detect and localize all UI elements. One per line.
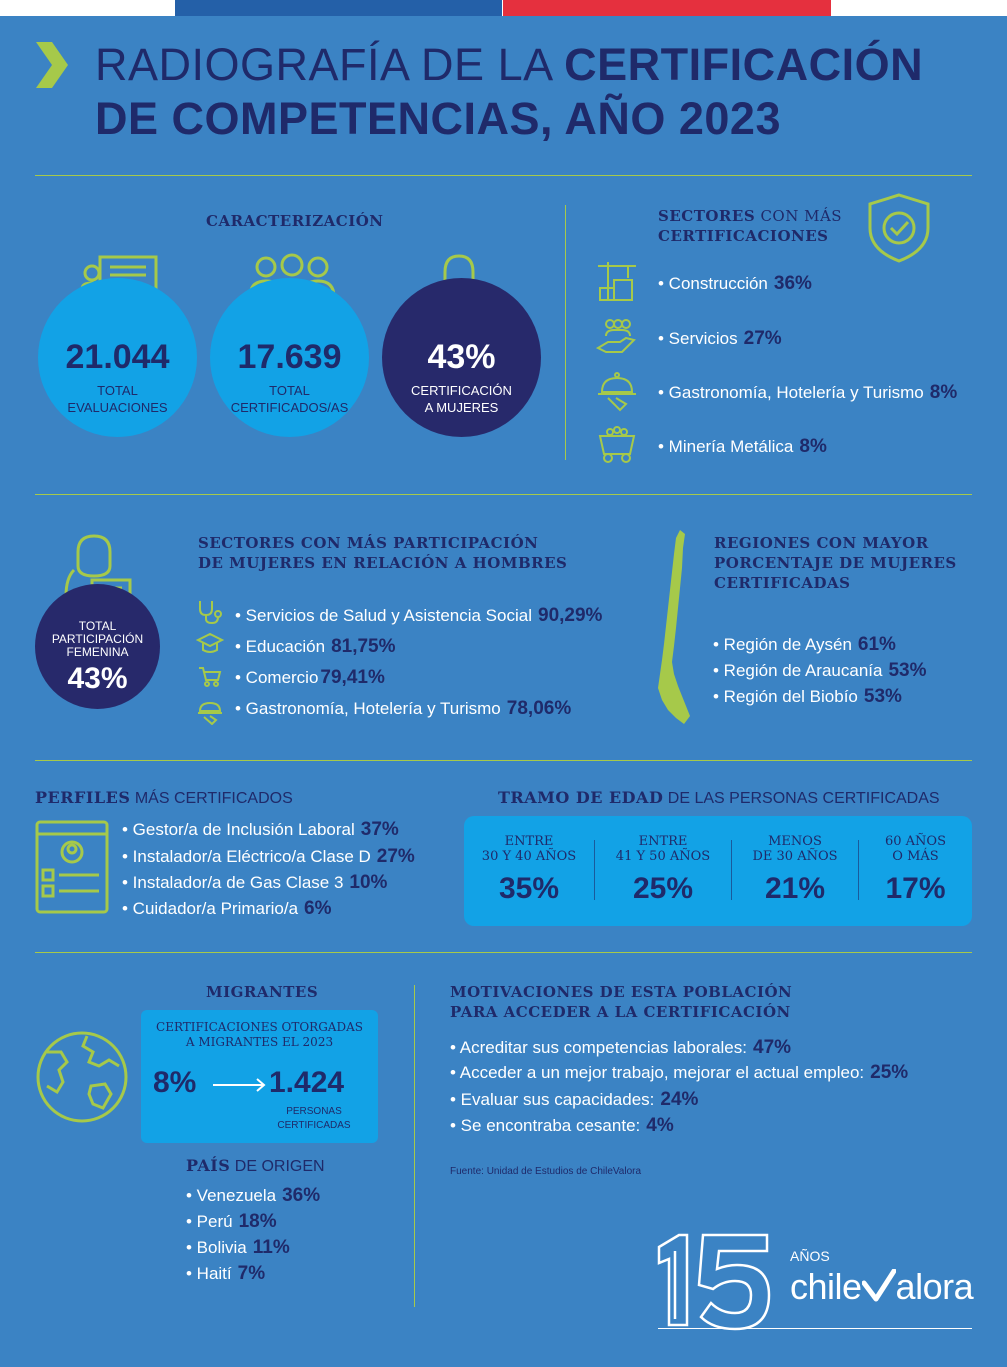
perfil-item: • Gestor/a de Inclusión Laboral 37% bbox=[122, 819, 399, 840]
motivacion-item: • Acreditar sus competencias laborales: 4… bbox=[450, 1037, 792, 1058]
circle-label: FEMENINA bbox=[66, 645, 129, 659]
source-note: Fuente: Unidad de Estudios de ChileValor… bbox=[450, 1166, 642, 1177]
vertical-divider bbox=[565, 205, 566, 460]
perfil-item: • Cuidador/a Primario/a 6% bbox=[122, 898, 332, 919]
age-group-value: 21% bbox=[764, 872, 826, 905]
motivacion-item: • Evaluar sus capacidades: 24% bbox=[450, 1089, 699, 1110]
divider bbox=[35, 175, 972, 176]
stat-value: 17.639 bbox=[237, 338, 342, 376]
circle-value: 43% bbox=[67, 662, 128, 695]
sector-item: • Minería Metálica 8% bbox=[658, 436, 827, 457]
separator bbox=[731, 840, 732, 900]
perfil-item: • Instalador/a de Gas Clase 3 10% bbox=[122, 872, 388, 893]
sector-item: • Gastronomía, Hotelería y Turismo 8% bbox=[658, 382, 958, 403]
mining-cart-icon bbox=[598, 426, 636, 463]
perfil-item: • Instalador/a Eléctrico/a Clase D 27% bbox=[122, 846, 415, 867]
motivacion-item: • Se encontraba cesante: 4% bbox=[450, 1115, 674, 1136]
migrantes-count: 1.424 bbox=[269, 1066, 345, 1099]
age-group: 60 AÑOS O MÁS 17% bbox=[859, 816, 972, 926]
stat-label: TOTAL bbox=[97, 383, 138, 398]
region-item: • Región de Araucanía 53% bbox=[713, 660, 927, 681]
age-group-value: 25% bbox=[632, 872, 694, 905]
fifteen-years-logo bbox=[657, 1233, 771, 1331]
top-flag-bar bbox=[0, 0, 1007, 16]
chilevalora-brand: chile alora bbox=[790, 1266, 974, 1307]
flag-blue-stripe bbox=[175, 0, 502, 16]
stat-circle-mujeres: 43% CERTIFICACIÓN A MUJERES bbox=[382, 278, 541, 437]
region-item: • Región de Aysén 61% bbox=[713, 634, 896, 655]
age-groups-panel: ENTRE 30 Y 40 AÑOS 35% ENTRE 41 Y 50 AÑOS … bbox=[464, 816, 972, 926]
logo-underline bbox=[658, 1328, 972, 1329]
cloche-icon bbox=[598, 372, 636, 412]
regiones-heading: REGIONES CON MAYOR PORCENTAJE DE MUJERES… bbox=[714, 534, 957, 592]
age-group: ENTRE 30 Y 40 AÑOS 35% bbox=[464, 816, 594, 926]
perfiles-heading: PERFILES MÁS CERTIFICADOS bbox=[35, 788, 293, 807]
chevron-right-icon bbox=[36, 42, 68, 88]
vertical-divider bbox=[414, 985, 415, 1307]
construction-icon bbox=[598, 262, 636, 301]
stat-label: TOTAL bbox=[269, 383, 310, 398]
migrantes-pct: 8% bbox=[153, 1066, 197, 1099]
chile-map-icon bbox=[658, 530, 690, 724]
circle-label: PARTICIPACIÓN bbox=[51, 632, 144, 646]
stethoscope-icon bbox=[199, 601, 222, 625]
panel-text: A MIGRANTES EL 2023 bbox=[185, 1035, 334, 1049]
shopping-cart-icon bbox=[199, 667, 222, 687]
separator bbox=[858, 840, 859, 900]
age-group-value: 35% bbox=[498, 872, 560, 905]
participacion-circle: TOTAL PARTICIPACIÓN FEMENINA 43% bbox=[35, 584, 160, 709]
pais-item: • Haití 7% bbox=[186, 1263, 266, 1284]
stat-label: A MUJERES bbox=[424, 400, 499, 415]
count-label: PERSONAS CERTIFICADAS bbox=[277, 1106, 351, 1131]
panel-text: CERTIFICACIONES OTORGADAS bbox=[156, 1020, 363, 1034]
divider bbox=[35, 760, 972, 761]
age-group-value: 17% bbox=[885, 872, 946, 905]
cloche-icon bbox=[198, 701, 222, 725]
sector-item: • Servicios 27% bbox=[658, 328, 782, 349]
shield-check-icon bbox=[868, 193, 930, 263]
motivaciones-heading: MOTIVACIONES DE ESTA POBLACIÓN PARA ACCE… bbox=[450, 983, 793, 1021]
circle-label: TOTAL bbox=[78, 619, 117, 633]
migrantes-panel: CERTIFICACIONES OTORGADAS A MIGRANTES EL… bbox=[141, 1010, 378, 1143]
stat-label: EVALUACIONES bbox=[67, 400, 168, 415]
participacion-item: • Servicios de Salud y Asistencia Social… bbox=[235, 605, 603, 626]
divider bbox=[35, 494, 972, 495]
participacion-item: • Gastronomía, Hotelería y Turismo 78,06% bbox=[235, 698, 572, 719]
caracterizacion-heading: CARACTERIZACIÓN bbox=[206, 212, 384, 230]
stat-value: 43% bbox=[427, 338, 496, 376]
participacion-heading: SECTORES CON MÁS PARTICIPACIÓN DE MUJERE… bbox=[198, 534, 568, 572]
age-group: ENTRE 41 Y 50 AÑOS 25% bbox=[595, 816, 731, 926]
sectores-heading: SECTORES CON MÁS CERTIFICACIONES bbox=[658, 207, 843, 245]
stat-circle-certificados: 17.639 TOTAL CERTIFICADOS/AS bbox=[210, 278, 369, 437]
migrantes-heading: MIGRANTES bbox=[206, 983, 319, 1001]
pais-heading: PAÍS DE ORIGEN bbox=[186, 1156, 325, 1175]
pais-item: • Bolivia 11% bbox=[186, 1237, 290, 1258]
resume-icon bbox=[35, 820, 109, 914]
globe-icon bbox=[36, 1031, 128, 1123]
services-icon bbox=[596, 319, 636, 353]
flag-red-stripe bbox=[503, 0, 831, 16]
page-title: RADIOGRAFÍA DE LA CERTIFICACIÓN DE COMPE… bbox=[95, 39, 924, 144]
stat-circle-evaluaciones: 21.044 TOTAL EVALUACIONES bbox=[38, 278, 197, 437]
participacion-item: • Educación 81,75% bbox=[235, 636, 396, 657]
stat-value: 21.044 bbox=[65, 338, 170, 376]
stat-label: CERTIFICACIÓN bbox=[411, 383, 512, 398]
pais-item: • Perú 18% bbox=[186, 1211, 277, 1232]
participacion-item: • Comercio 79,41% bbox=[235, 667, 385, 688]
divider bbox=[35, 952, 972, 953]
pais-item: • Venezuela 36% bbox=[186, 1185, 321, 1206]
edad-heading: TRAMO DE EDAD DE LAS PERSONAS CERTIFICAD… bbox=[498, 788, 940, 807]
anos-label: AÑOS bbox=[790, 1248, 830, 1264]
arrow-right-icon bbox=[213, 1078, 266, 1092]
age-group: MENOS DE 30 AÑOS 21% bbox=[732, 816, 858, 926]
region-item: • Región del Biobío 53% bbox=[713, 686, 902, 707]
separator bbox=[594, 840, 595, 900]
graduation-cap-icon bbox=[196, 632, 224, 653]
sector-item: • Construcción 36% bbox=[658, 273, 812, 294]
stat-label: CERTIFICADOS/AS bbox=[230, 400, 349, 415]
checkmark-v-icon bbox=[861, 1268, 897, 1302]
motivacion-item: • Acceder a un mejor trabajo, mejorar el… bbox=[450, 1062, 909, 1083]
